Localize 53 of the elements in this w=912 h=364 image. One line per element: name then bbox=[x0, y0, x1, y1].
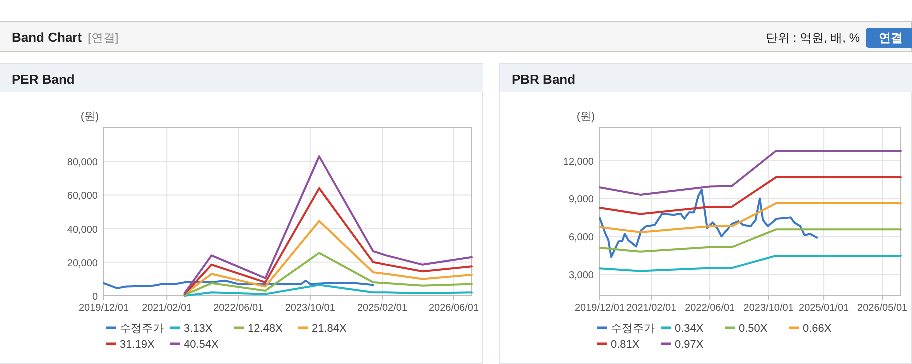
legend-label: 0.34X bbox=[675, 323, 704, 335]
x-tick-label: 2023/10/01 bbox=[285, 303, 336, 314]
line-series bbox=[599, 254, 902, 272]
text: [연결] bbox=[88, 31, 119, 45]
x-tick-label: 2021/02/01 bbox=[142, 303, 193, 314]
y-tick-label: 12,000 bbox=[563, 156, 594, 168]
x-tick-label: 2026/05/01 bbox=[858, 303, 908, 314]
line-series bbox=[599, 176, 902, 216]
legend-label: 31.19X bbox=[120, 339, 156, 351]
x-tick-label: 2022/06/01 bbox=[214, 303, 264, 314]
line-series bbox=[599, 188, 818, 258]
x-tick-label: 2019/12/01 bbox=[78, 303, 130, 314]
text: Band Chart bbox=[12, 30, 83, 45]
y-tick-label: 0 bbox=[92, 292, 98, 303]
x-tick-label: 2019/12/01 bbox=[574, 303, 626, 314]
line-series bbox=[103, 280, 374, 290]
text: 연결 bbox=[879, 31, 903, 45]
legend-label: 21.84X bbox=[312, 323, 348, 335]
legend-label: 0.66X bbox=[803, 323, 832, 335]
x-tick-label: 2025/02/01 bbox=[357, 303, 408, 314]
line-series bbox=[184, 187, 473, 296]
text: 단위 : 억원, 배, % bbox=[766, 31, 860, 45]
legend-label: 0.97X bbox=[675, 339, 704, 351]
x-tick-label: 2025/01/01 bbox=[799, 303, 850, 314]
y-tick-label: 40,000 bbox=[67, 224, 98, 236]
y-tick-label: 9,000 bbox=[568, 194, 594, 206]
chart-title: PBR Band bbox=[512, 72, 576, 87]
y-axis-title: (원) bbox=[80, 111, 100, 123]
line-series bbox=[184, 220, 473, 296]
legend-label: 0.81X bbox=[611, 339, 640, 351]
line-series bbox=[184, 284, 473, 297]
line-series bbox=[599, 202, 902, 234]
line-series bbox=[184, 156, 473, 294]
y-tick-label: 80,000 bbox=[67, 158, 98, 169]
legend-label: 수정주가 bbox=[120, 323, 164, 335]
legend-label: 0.50X bbox=[739, 323, 768, 335]
legend-label: 수정주가 bbox=[611, 323, 655, 335]
legend-label: 3.13X bbox=[184, 323, 214, 335]
y-tick-label: 3,000 bbox=[568, 270, 594, 282]
chart-title: PER Band bbox=[12, 72, 75, 87]
y-tick-label: 60,000 bbox=[67, 191, 98, 202]
x-tick-label: 2026/06/01 bbox=[428, 303, 480, 314]
y-tick-label: 6,000 bbox=[568, 232, 594, 244]
legend-label: 12.48X bbox=[248, 323, 284, 335]
line-series bbox=[599, 228, 902, 253]
line-series bbox=[184, 252, 473, 296]
y-tick-label: 20,000 bbox=[67, 258, 98, 270]
legend-label: 40.54X bbox=[184, 339, 220, 351]
x-tick-label: 2022/06/01 bbox=[685, 303, 736, 314]
y-axis-title: (원) bbox=[576, 111, 596, 123]
x-tick-label: 2023/10/01 bbox=[744, 303, 794, 314]
line-series bbox=[599, 150, 902, 196]
x-tick-label: 2021/02/01 bbox=[626, 303, 678, 314]
